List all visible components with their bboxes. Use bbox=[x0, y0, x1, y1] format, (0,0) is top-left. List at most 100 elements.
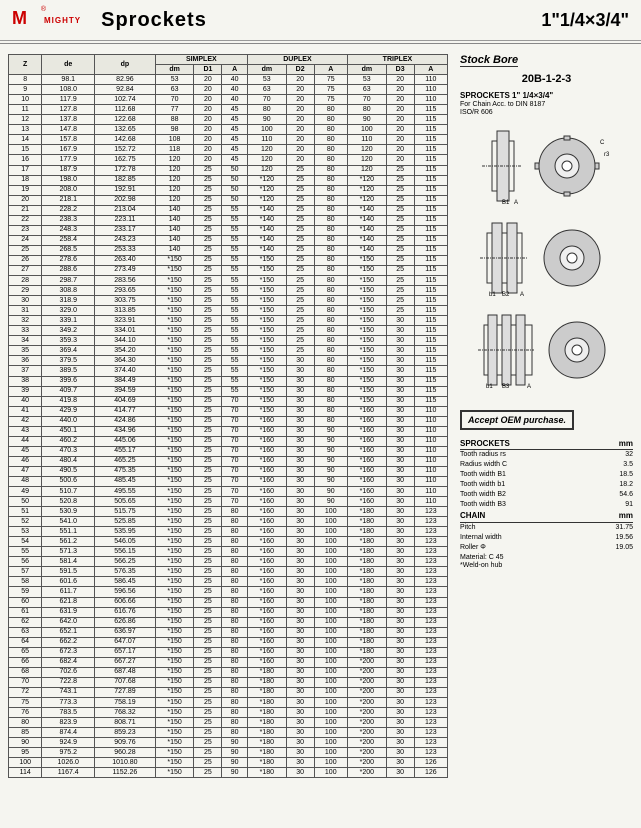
table-row: 21228.2213.041402555*1402580*14025115 bbox=[9, 205, 448, 215]
table-row: 25268.5253.331402555*1402580*14025115 bbox=[9, 245, 448, 255]
table-row: 57591.5576.35*1502580*16030100*18030123 bbox=[9, 567, 448, 577]
spec-row: Internal width19.56 bbox=[460, 533, 633, 543]
svg-text:B3: B3 bbox=[502, 384, 510, 390]
table-row: 30318.9303.75*1502555*1502580*15025115 bbox=[9, 296, 448, 306]
table-row: 9108.092.846320406320756320110 bbox=[9, 85, 448, 95]
stockbore-title: Stock Bore bbox=[460, 54, 518, 67]
table-row: 12137.8122.688820459020809020115 bbox=[9, 115, 448, 125]
table-row: 34359.3344.10*1502555*1502580*15030115 bbox=[9, 336, 448, 346]
spec-row: Pitch31.75 bbox=[460, 522, 633, 533]
svg-text:A: A bbox=[520, 292, 524, 298]
table-row: 63652.1636.97*1502580*16030100*18030123 bbox=[9, 627, 448, 637]
table-row: 68702.6687.48*1502580*18030100*20030123 bbox=[9, 667, 448, 677]
diagram-duplex: b1 B2 A bbox=[460, 218, 633, 300]
table-row: 76783.5768.32*1502580*18030100*20030123 bbox=[9, 708, 448, 718]
svg-text:B1: B1 bbox=[502, 200, 510, 206]
table-row: 44460.2445.06*1502570*1603090*16030110 bbox=[9, 436, 448, 446]
svg-text:A: A bbox=[514, 200, 518, 206]
svg-text:r3: r3 bbox=[604, 152, 610, 158]
table-row: 59611.7596.56*1502580*16030100*18030123 bbox=[9, 587, 448, 597]
table-row: 55571.3556.15*1502580*16030100*18030123 bbox=[9, 547, 448, 557]
table-row: 95975.2960.28*1502590*18030100*20030123 bbox=[9, 748, 448, 758]
sidebar: Stock Bore 20B-1-2-3 SPROCKETS 1" 1/4×3/… bbox=[456, 54, 633, 778]
page-title: Sprockets bbox=[101, 9, 207, 32]
table-row: 60621.8606.66*1502580*16030100*18030123 bbox=[9, 597, 448, 607]
table-row: 24258.4243.231402555*1402580*14025115 bbox=[9, 235, 448, 245]
forchain-note: For Chain Acc. to DIN 8187 bbox=[460, 101, 633, 108]
table-row: 10117.9102.747020407020757020110 bbox=[9, 95, 448, 105]
data-table: ZdedpSIMPLEXDUPLEXTRIPLEXdmD1AdmD2AdmD3A… bbox=[8, 54, 448, 778]
table-row: 54561.2546.05*1502580*16030100*18030123 bbox=[9, 537, 448, 547]
table-row: 15167.9152.721182045120208012020115 bbox=[9, 145, 448, 155]
svg-text:b1: b1 bbox=[486, 384, 493, 390]
table-row: 64662.2647.07*1502580*16030100*18030123 bbox=[9, 637, 448, 647]
table-row: 72743.1727.89*1502580*18030100*20030123 bbox=[9, 687, 448, 697]
table-row: 62642.0626.86*1502580*16030100*18030123 bbox=[9, 617, 448, 627]
logo-icon: M® bbox=[12, 8, 40, 32]
table-row: 80823.9808.71*1502580*18030100*20030123 bbox=[9, 718, 448, 728]
table-row: 61631.9616.76*1502580*16030100*18030123 bbox=[9, 607, 448, 617]
table-row: 49510.7495.55*1502570*1603090*16030110 bbox=[9, 487, 448, 497]
diagram-triplex: b1 B3 A bbox=[460, 310, 633, 392]
svg-text:B2: B2 bbox=[502, 292, 510, 298]
spec-row: Tooth width b118.2 bbox=[460, 480, 633, 490]
table-row: 1001026.01010.80*1502590*18030100*200301… bbox=[9, 758, 448, 768]
svg-text:C: C bbox=[600, 140, 605, 146]
table-row: 47490.5475.35*1502570*1603090*16030110 bbox=[9, 466, 448, 476]
table-row: 37389.5374.40*1502555*1503080*15030115 bbox=[9, 366, 448, 376]
table-row: 46480.4465.25*1502570*1603090*16030110 bbox=[9, 456, 448, 466]
size-text: 1"1/4×3/4" bbox=[541, 10, 629, 31]
table-row: 38399.6384.49*1502555*1503080*15030115 bbox=[9, 376, 448, 386]
table-row: 70722.8707.68*1502580*18030100*20030123 bbox=[9, 677, 448, 687]
table-row: 14157.8142.681082045110208011020115 bbox=[9, 135, 448, 145]
brand-text: MIGHTY bbox=[44, 16, 81, 25]
table-row: 45470.3455.17*1502570*1603090*16030110 bbox=[9, 446, 448, 456]
svg-text:b1: b1 bbox=[489, 292, 496, 298]
table-row: 19208.0192.911202550*1202580*12025115 bbox=[9, 185, 448, 195]
table-row: 65672.3657.17*1502580*16030100*18030123 bbox=[9, 647, 448, 657]
table-row: 31329.0313.85*1502555*1502580*15025115 bbox=[9, 306, 448, 316]
spec-row: Tooth width B254.6 bbox=[460, 490, 633, 500]
table-row: 56581.4566.25*1502580*16030100*18030123 bbox=[9, 557, 448, 567]
accept-oem: Accept OEM purchase. bbox=[460, 410, 574, 430]
spec-row: Roller Φ19.05 bbox=[460, 543, 633, 553]
table-row: 85874.4859.23*1502580*18030100*20030123 bbox=[9, 728, 448, 738]
table-row: 28298.7283.56*1502555*1502580*15025115 bbox=[9, 276, 448, 286]
table-row: 1141167.41152.26*1502590*18030100*200301… bbox=[9, 768, 448, 778]
table-row: 58601.6586.45*1502580*16030100*18030123 bbox=[9, 577, 448, 587]
table-row: 18198.0182.851202550*1202580*12025115 bbox=[9, 175, 448, 185]
table-row: 50520.8505.65*1502570*1603090*16030110 bbox=[9, 497, 448, 507]
table-row: 36379.5364.30*1502555*1503080*15030115 bbox=[9, 356, 448, 366]
table-row: 16177.9162.751202045120208012020115 bbox=[9, 155, 448, 165]
table-row: 66682.4667.27*1502580*16030100*20030123 bbox=[9, 657, 448, 667]
table-row: 52541.0525.85*1502580*16030100*18030123 bbox=[9, 517, 448, 527]
table-row: 39409.7394.59*1502555*1503080*15030115 bbox=[9, 386, 448, 396]
subtitle: SPROCKETS 1" 1/4×3/4" bbox=[460, 91, 633, 100]
spec-row: Tooth width B391 bbox=[460, 500, 633, 510]
spec-row: Radius width C3.5 bbox=[460, 460, 633, 470]
iso-note: ISO/R 606 bbox=[460, 109, 633, 116]
table-row: 41429.9414.77*1502570*1503080*16030110 bbox=[9, 406, 448, 416]
product-code: 20B-1-2-3 bbox=[460, 73, 633, 85]
header: M® MIGHTY Sprockets 1"1/4×3/4" bbox=[0, 0, 641, 41]
table-row: 23248.3233.171402555*1402580*14025115 bbox=[9, 225, 448, 235]
table-row: 22238.3223.111402555*1402580*14025115 bbox=[9, 215, 448, 225]
table-row: 90924.9909.76*1502590*18030100*20030123 bbox=[9, 738, 448, 748]
table-row: 33349.2334.01*1502555*1502580*15030115 bbox=[9, 326, 448, 336]
table-row: 11127.8112.687720458020808020115 bbox=[9, 105, 448, 115]
table-row: 32339.1323.91*1502555*1502580*15030115 bbox=[9, 316, 448, 326]
table-row: 75773.3758.19*1502580*18030100*20030123 bbox=[9, 698, 448, 708]
table-row: 898.182.965320405320755320110 bbox=[9, 75, 448, 85]
table-row: 42440.0424.86*1502570*1603080*16030110 bbox=[9, 416, 448, 426]
spec-table: SPROCKETSmm Tooth radius rs32Radius widt… bbox=[460, 438, 633, 553]
table-row: 53551.1535.95*1502580*16030100*18030123 bbox=[9, 527, 448, 537]
weldon-note: *Weld-on hub bbox=[460, 562, 633, 569]
table-row: 29308.8293.65*1502555*1502580*15025115 bbox=[9, 286, 448, 296]
svg-text:A: A bbox=[527, 384, 531, 390]
table-row: 48500.6485.45*1502570*1603090*16030110 bbox=[9, 476, 448, 486]
table-row: 35369.4354.20*1502555*1502580*15030115 bbox=[9, 346, 448, 356]
table-row: 40419.8404.69*1502570*1503080*15030115 bbox=[9, 396, 448, 406]
table-row: 43450.1434.96*1502570*1603090*16030110 bbox=[9, 426, 448, 436]
table-row: 26278.6263.40*1502555*1502580*15025115 bbox=[9, 255, 448, 265]
table-row: 51530.9515.75*1502580*16030100*18030123 bbox=[9, 507, 448, 517]
